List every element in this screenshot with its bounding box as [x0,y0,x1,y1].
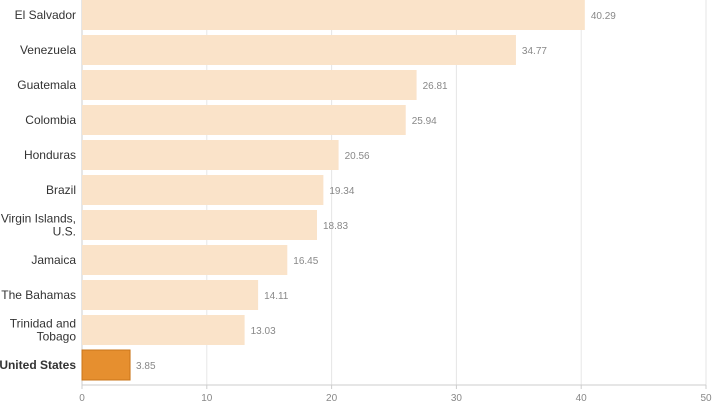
category-label: Honduras [24,148,76,162]
value-label: 16.45 [293,256,318,267]
bar-united-states [81,349,131,381]
x-tick-label: 30 [451,393,463,403]
bar-trinidad-and-tobago [82,315,245,345]
value-label: 26.81 [423,81,448,92]
x-tick-label: 40 [576,393,588,403]
x-tick-label: 20 [326,393,338,403]
category-label: Virgin Islands, U.S. [1,212,76,239]
value-label: 13.03 [251,326,276,337]
x-tick-label: 50 [700,393,712,403]
category-label: United States [0,358,76,372]
x-tick-label: 10 [201,393,213,403]
bar-venezuela [82,35,516,65]
value-label: 19.34 [329,186,354,197]
bar-honduras [82,140,339,170]
bar-virgin-islands-u-s [82,210,317,240]
value-label: 40.29 [591,11,616,22]
x-tick-label: 0 [79,393,85,403]
bars [81,0,585,381]
x-axis: 0 10 20 30 40 50 [79,384,712,403]
category-labels: El Salvador Venezuela Guatemala Colombia Hon… [0,8,76,372]
value-labels: 40.29 34.77 26.81 25.94 20.56 19.34 18.83 16.45… [136,11,616,372]
value-label: 18.83 [323,221,348,232]
bar-brazil [82,175,324,205]
category-label: Guatemala [17,78,76,92]
category-label: Colombia [25,113,76,127]
category-label: Brazil [46,183,76,197]
value-label: 14.11 [264,291,289,302]
bar-el-salvador [82,0,585,30]
category-label: El Salvador [15,8,76,22]
value-label: 20.56 [345,151,370,162]
category-label: Venezuela [20,43,76,57]
category-label: The Bahamas [1,288,76,302]
bar-jamaica [82,245,288,275]
value-label: 34.77 [522,46,547,57]
bar-the-bahamas [82,280,259,310]
category-label: Jamaica [31,253,76,267]
bar-colombia [82,105,406,135]
value-label: 3.85 [136,361,156,372]
value-label: 25.94 [412,116,437,127]
category-label: Trinidad and Tobago [10,317,77,344]
bar-guatemala [82,70,417,100]
